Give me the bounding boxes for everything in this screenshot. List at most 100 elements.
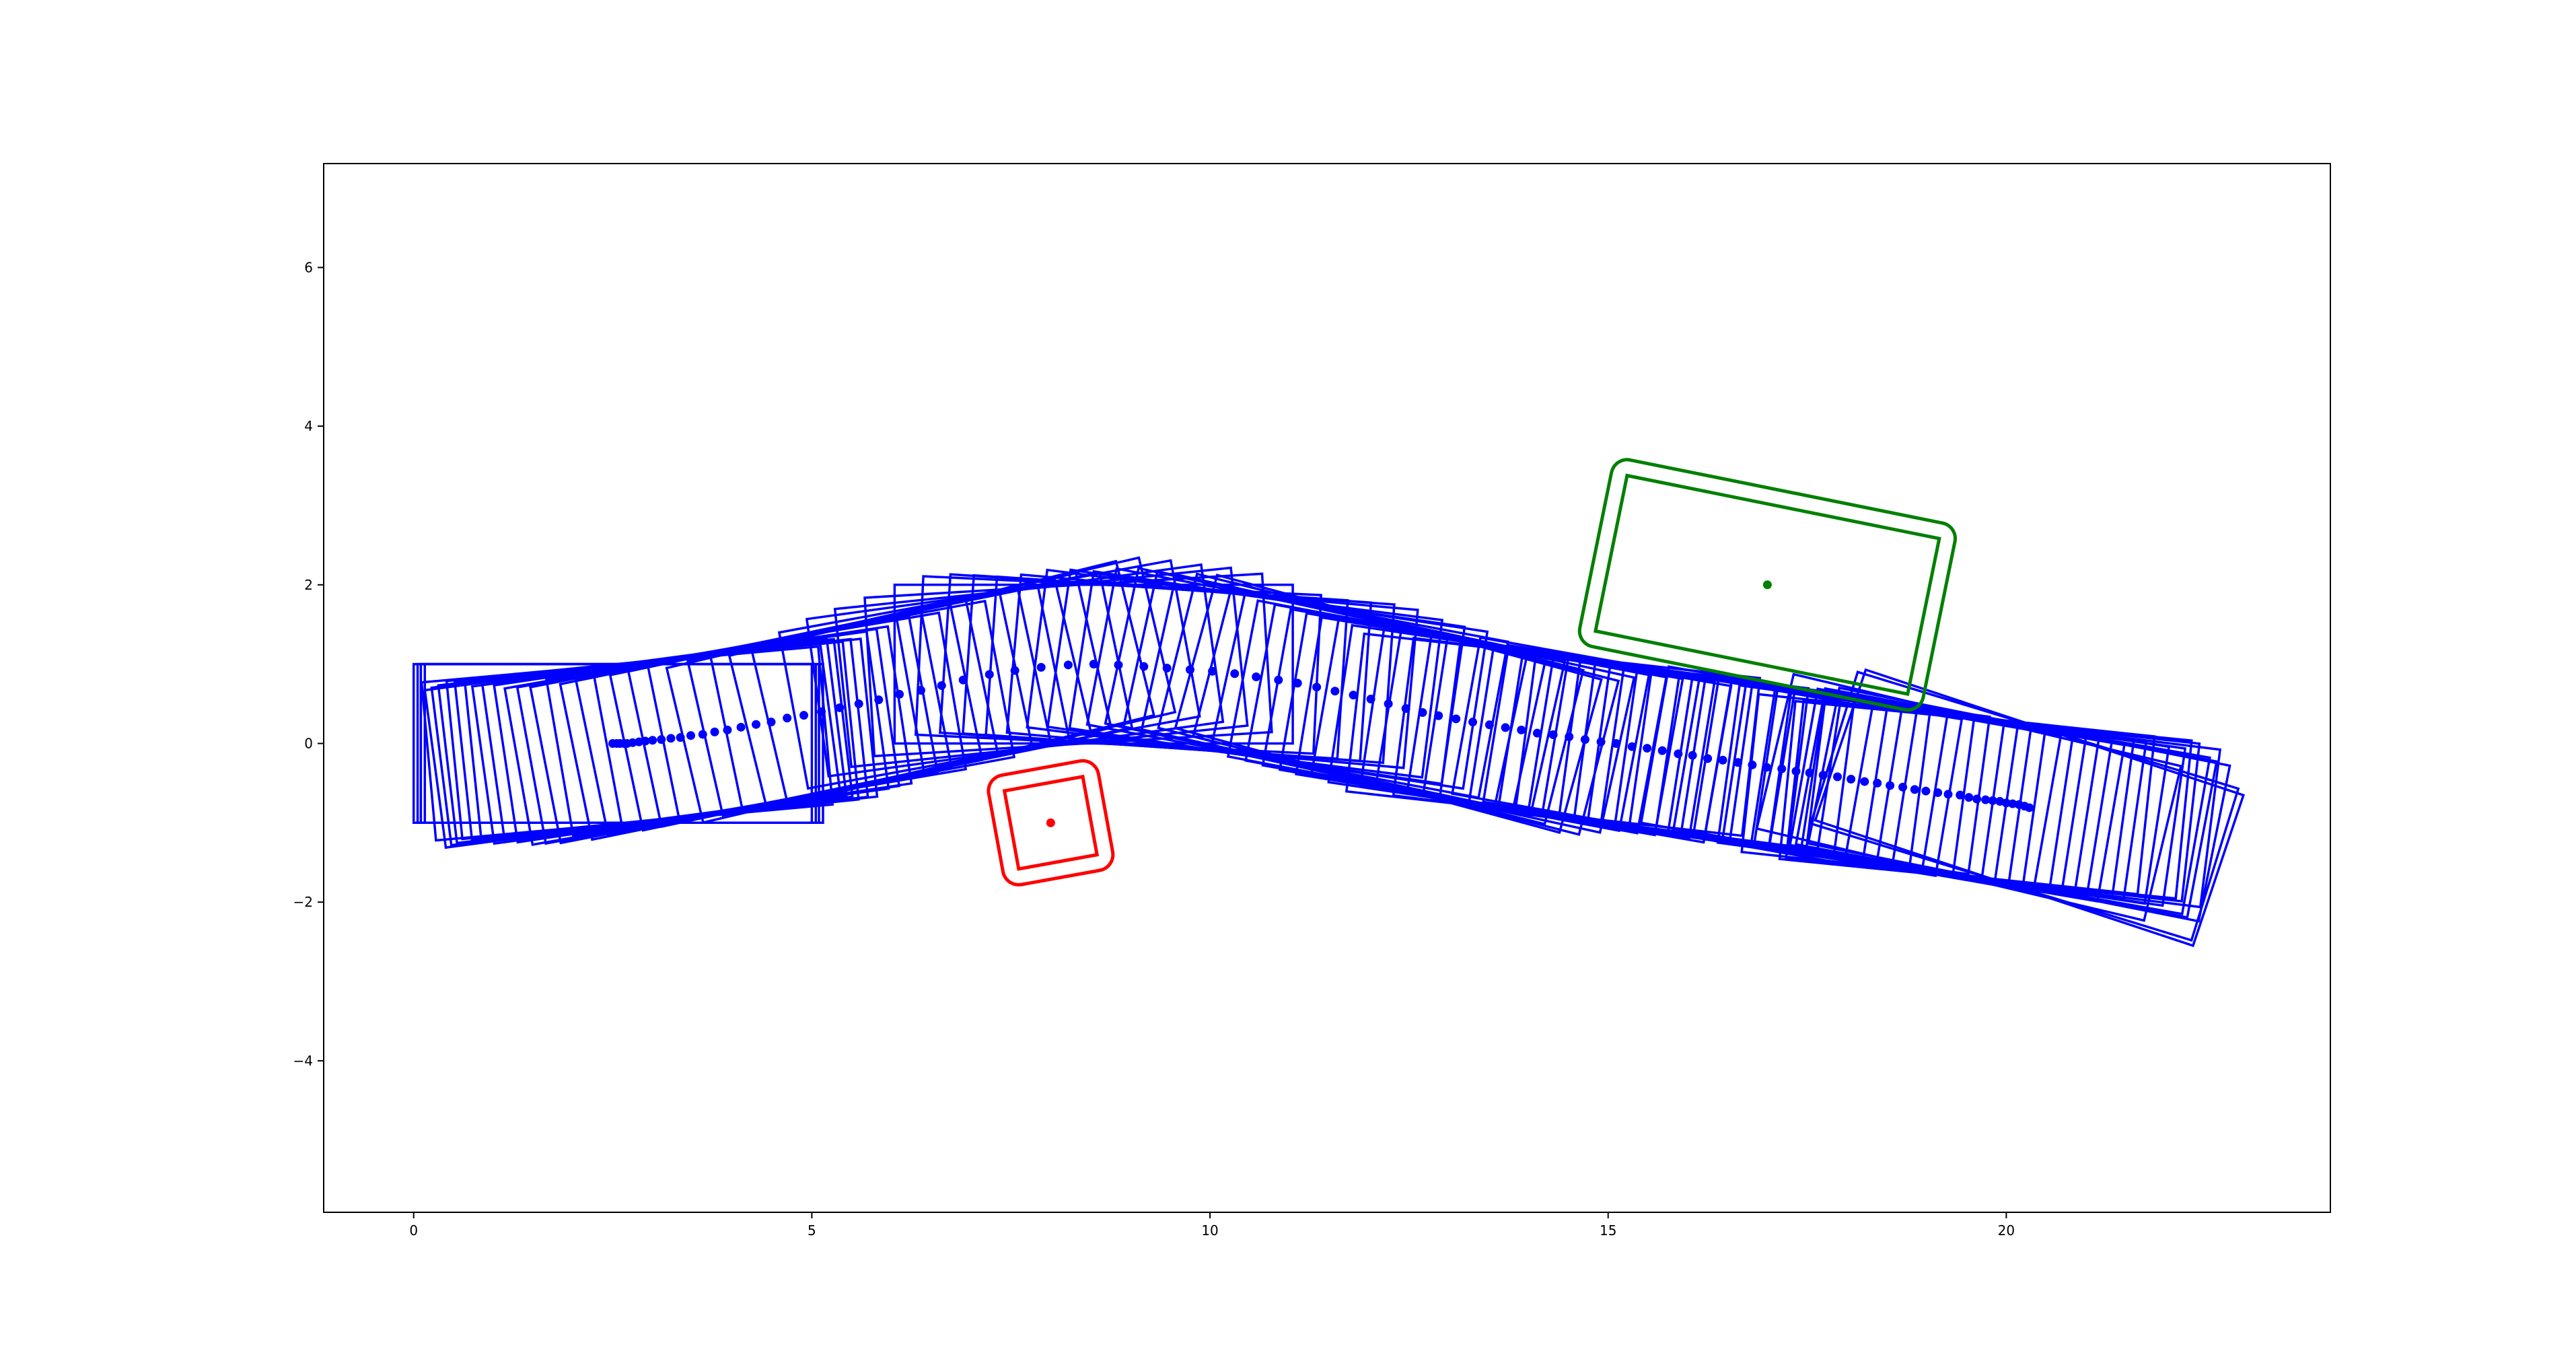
x-tick-label: 20	[1998, 1222, 2015, 1239]
path-point	[1791, 767, 1801, 776]
path-point	[1762, 763, 1771, 772]
path-point	[1230, 669, 1240, 679]
path-point	[2001, 798, 2011, 808]
path-point	[799, 711, 809, 720]
path-point	[1185, 665, 1194, 674]
vehicle-footprint	[1785, 698, 2201, 903]
path-point	[710, 727, 719, 736]
path-point	[1330, 687, 1340, 696]
path-point	[1805, 768, 1814, 777]
path-point	[1943, 790, 1953, 799]
y-tick-label: 0	[304, 735, 313, 751]
path-point	[917, 686, 925, 695]
path-point	[1627, 742, 1637, 751]
obstacle-boundary	[1002, 774, 1100, 871]
x-tick-label: 10	[1201, 1222, 1218, 1239]
path-point	[1468, 718, 1478, 727]
vehicle-footprint	[1806, 686, 2231, 923]
obstacle-safety-margin	[1577, 458, 1957, 712]
path-point	[736, 722, 746, 732]
path-point	[1833, 772, 1842, 781]
plot-area	[412, 458, 2246, 948]
path-point	[1988, 796, 1997, 805]
vehicle-footprint	[750, 556, 1177, 804]
path-point	[1418, 708, 1427, 718]
path-point	[1596, 737, 1606, 746]
x-tick-label: 5	[808, 1222, 816, 1239]
path-point	[657, 735, 666, 744]
path-point	[1293, 679, 1302, 688]
path-point	[766, 718, 776, 727]
path-point	[723, 725, 732, 734]
path-point	[628, 738, 637, 747]
path-point	[985, 670, 994, 679]
obstacle-center	[1762, 580, 1772, 590]
path-point	[1933, 788, 1943, 798]
path-point	[1657, 746, 1667, 755]
obstacle-center	[1046, 818, 1055, 827]
path-point	[1565, 732, 1574, 741]
path-point	[1748, 760, 1757, 769]
path-point	[1674, 749, 1683, 759]
path-point	[1401, 704, 1410, 714]
path-point	[2008, 799, 2017, 808]
path-point	[1036, 662, 1046, 672]
path-point	[1252, 672, 1261, 682]
path-point	[1718, 755, 1727, 765]
path-point	[854, 699, 863, 709]
path-point	[648, 736, 657, 745]
y-tick-label: 2	[304, 577, 313, 593]
path-point	[817, 707, 826, 716]
x-tick-label: 15	[1600, 1222, 1616, 1239]
path-point	[1860, 777, 1869, 786]
path-point	[1612, 738, 1621, 748]
path-point	[1981, 795, 1991, 804]
obstacle-boundary	[1593, 473, 1941, 697]
path-point	[1548, 730, 1558, 740]
path-point	[1274, 675, 1283, 685]
path-point	[958, 675, 968, 685]
vehicle-footprint	[423, 662, 824, 825]
path-point	[1349, 691, 1358, 700]
path-point	[1366, 694, 1375, 703]
path-point	[752, 720, 761, 729]
y-axis: −4 −2 0 2 4 6	[293, 259, 324, 1069]
vehicle-footprint	[1755, 672, 2183, 922]
path-point	[1010, 666, 1019, 675]
path-point	[686, 731, 696, 740]
path-point	[1921, 786, 1931, 796]
path-point	[1452, 714, 1461, 724]
path-point	[1089, 660, 1098, 669]
path-point	[1580, 735, 1589, 744]
path-point	[666, 734, 676, 743]
path-point	[1063, 660, 1073, 670]
path-point	[1162, 664, 1172, 673]
y-tick-label: −4	[293, 1053, 313, 1069]
path-point	[1972, 794, 1982, 804]
path-point	[1703, 754, 1713, 763]
path-point	[635, 737, 644, 746]
path-point	[874, 695, 884, 705]
path-point	[1501, 723, 1510, 732]
path-point	[1517, 725, 1526, 734]
path-point	[1873, 778, 1882, 788]
path-point	[783, 714, 792, 723]
y-tick-label: −2	[293, 894, 313, 910]
vehicle-footprint	[1814, 668, 2246, 948]
path-point	[698, 730, 707, 739]
path-point	[1898, 782, 1908, 792]
y-tick-label: 6	[304, 259, 313, 275]
path-point	[937, 681, 946, 690]
path-point	[1910, 785, 1919, 794]
vehicle-footprint	[863, 572, 1273, 758]
path-point	[1733, 758, 1743, 767]
obstacle-safety-margin	[987, 759, 1115, 887]
path-point	[1777, 764, 1787, 773]
path-point	[1818, 771, 1828, 780]
path-point	[835, 703, 845, 712]
x-tick-label: 0	[409, 1222, 418, 1239]
path-point	[1312, 683, 1322, 692]
y-tick-label: 4	[304, 418, 313, 434]
path-point	[1886, 781, 1895, 790]
